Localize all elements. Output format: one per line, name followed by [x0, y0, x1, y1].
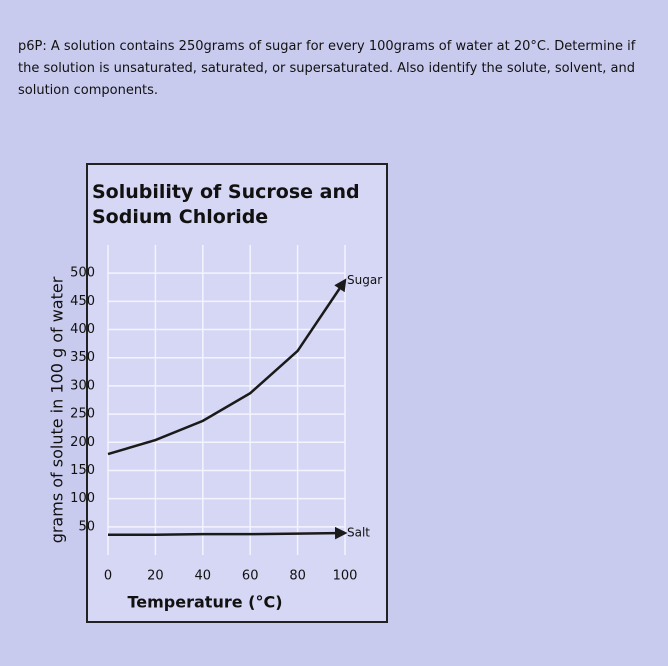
- x-axis-label: Temperature (°C): [127, 593, 282, 612]
- series-line: [108, 526, 348, 540]
- y-axis-label: grams of solute in 100 g of water: [48, 276, 67, 543]
- x-tick-label: 40: [195, 569, 212, 584]
- series-label: Sugar: [347, 273, 382, 287]
- chart-title: Solubility of Sucrose and Sodium Chlorid…: [92, 181, 360, 228]
- x-tick-label: 100: [333, 569, 358, 584]
- y-tick-label: 300: [70, 378, 95, 393]
- series-label: Salt: [347, 526, 370, 540]
- series-line: [107, 278, 347, 456]
- x-tick-label: 60: [242, 569, 259, 584]
- y-tick-label: 150: [70, 463, 95, 478]
- x-tick-label: 20: [147, 569, 164, 584]
- chart-frame: [86, 163, 388, 623]
- y-tick-label: 50: [78, 519, 95, 534]
- y-tick-label: 200: [70, 435, 95, 450]
- y-tick-label: 350: [70, 350, 95, 365]
- y-tick-label: 400: [70, 322, 95, 337]
- question-text: p6P: A solution contains 250grams of sug…: [18, 39, 636, 98]
- y-tick-label: 500: [70, 266, 95, 281]
- x-tick-label: 80: [289, 569, 306, 584]
- y-tick-label: 250: [70, 407, 95, 422]
- y-tick-label: 100: [70, 491, 95, 506]
- y-tick-label: 450: [70, 294, 95, 309]
- x-tick-label: 0: [104, 569, 112, 584]
